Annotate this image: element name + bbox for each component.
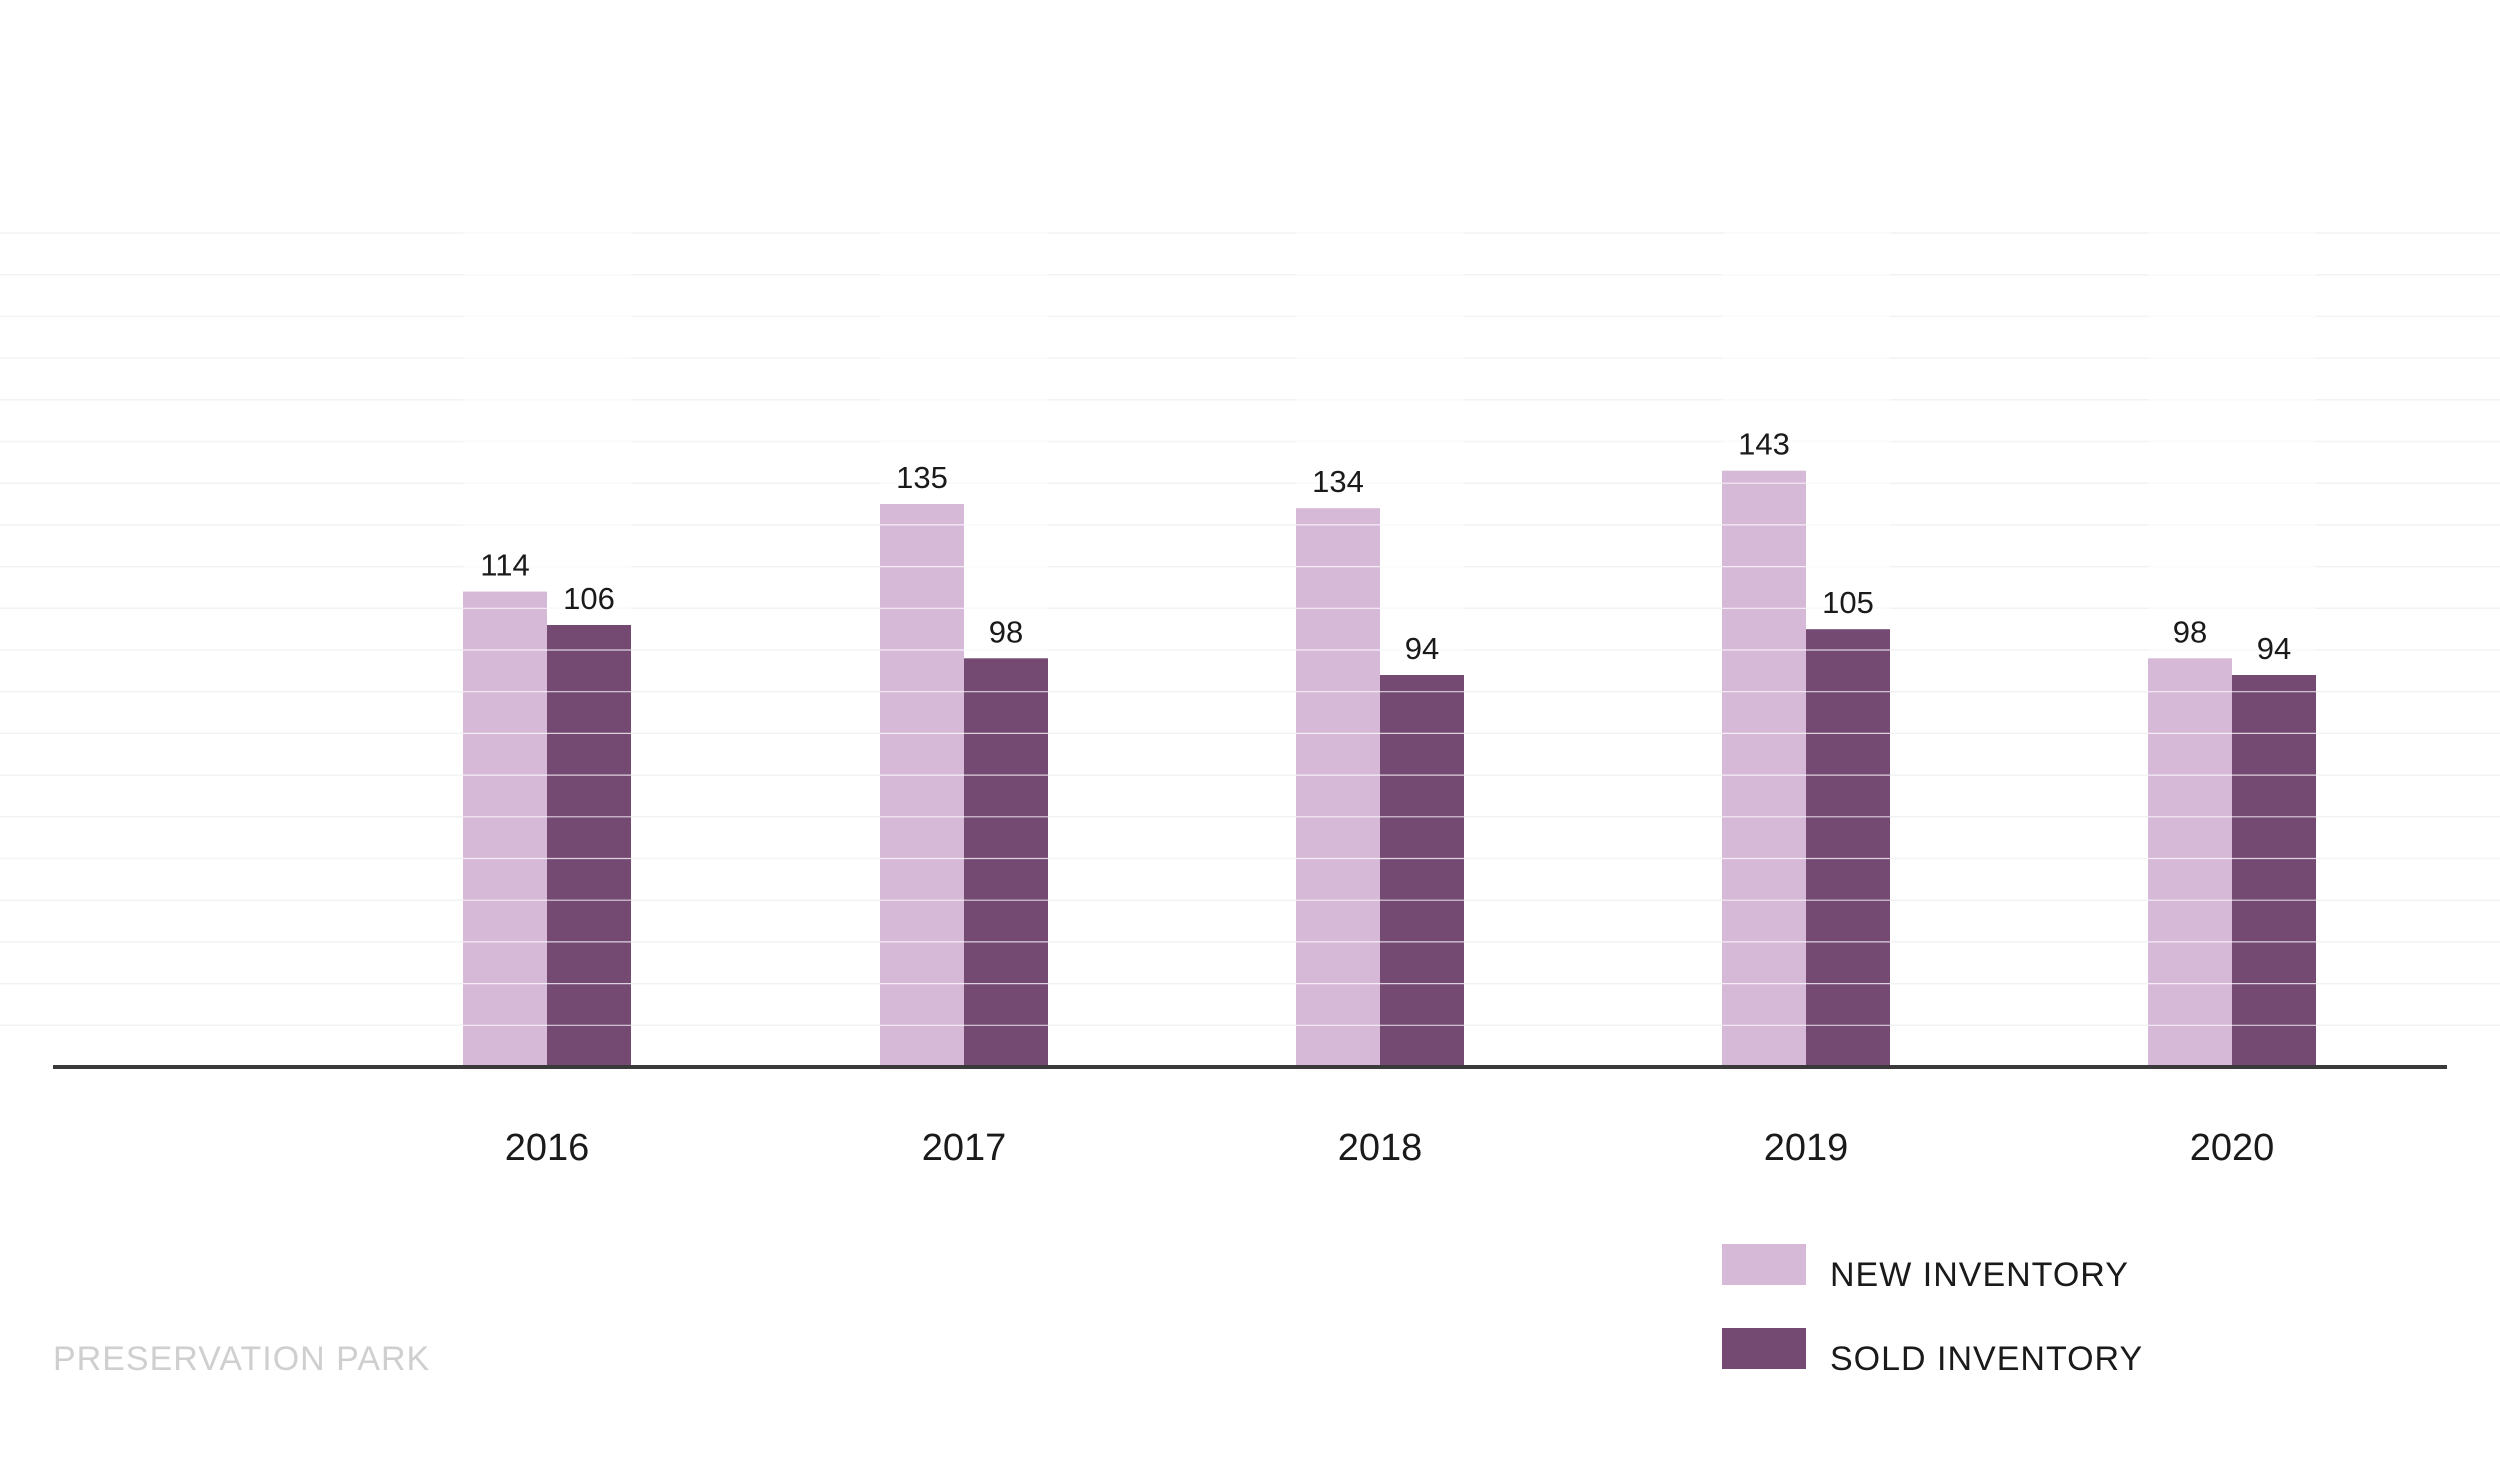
- bar-new-inventory-2018: [1296, 508, 1380, 1067]
- bar-sold-inventory-2016: [547, 625, 631, 1067]
- data-label-sold-inventory-2018: 94: [1405, 631, 1439, 666]
- bar-new-inventory-2019: [1722, 470, 1806, 1067]
- data-label-new-inventory-2020: 98: [2173, 614, 2207, 649]
- x-tick-labels: 2016 2017 2018 2019 2020: [505, 1127, 2275, 1169]
- x-tick-label-2017: 2017: [922, 1127, 1007, 1169]
- legend-swatch-sold-inventory: [1722, 1328, 1806, 1369]
- legend-label-new-inventory: NEW INVENTORY: [1830, 1256, 2129, 1294]
- legend-label-sold-inventory: SOLD INVENTORY: [1830, 1340, 2143, 1378]
- bar-new-inventory-2017: [880, 504, 964, 1067]
- legend-swatch-new-inventory: [1722, 1244, 1806, 1285]
- gridlines: [0, 232, 2500, 1027]
- bar-sold-inventory-2017: [964, 658, 1048, 1067]
- data-label-new-inventory-2017: 135: [896, 460, 948, 495]
- data-label-new-inventory-2019: 143: [1738, 427, 1790, 462]
- bar-new-inventory-2016: [463, 591, 547, 1067]
- bar-sold-inventory-2019: [1806, 629, 1890, 1067]
- data-label-sold-inventory-2017: 98: [989, 614, 1023, 649]
- x-tick-label-2016: 2016: [505, 1127, 590, 1169]
- x-tick-label-2018: 2018: [1338, 1127, 1423, 1169]
- bar-gridlines: [463, 232, 2316, 1026]
- data-label-sold-inventory-2019: 105: [1822, 585, 1874, 620]
- bar-new-inventory-2020: [2148, 658, 2232, 1067]
- data-label-new-inventory-2016: 114: [480, 548, 529, 583]
- footer-label: PRESERVATION PARK: [53, 1340, 430, 1378]
- data-label-sold-inventory-2020: 94: [2257, 631, 2291, 666]
- data-labels: 114 106 135 98 134 94 143 105 98 94: [480, 427, 2291, 666]
- legend: NEW INVENTORY SOLD INVENTORY: [1722, 1244, 2143, 1378]
- bars: [463, 470, 2316, 1067]
- x-tick-label-2019: 2019: [1764, 1127, 1849, 1169]
- data-label-new-inventory-2018: 134: [1312, 464, 1364, 499]
- data-label-sold-inventory-2016: 106: [563, 581, 615, 616]
- bar-sold-inventory-2020: [2232, 675, 2316, 1067]
- bar-sold-inventory-2018: [1380, 675, 1464, 1067]
- x-tick-label-2020: 2020: [2190, 1127, 2275, 1169]
